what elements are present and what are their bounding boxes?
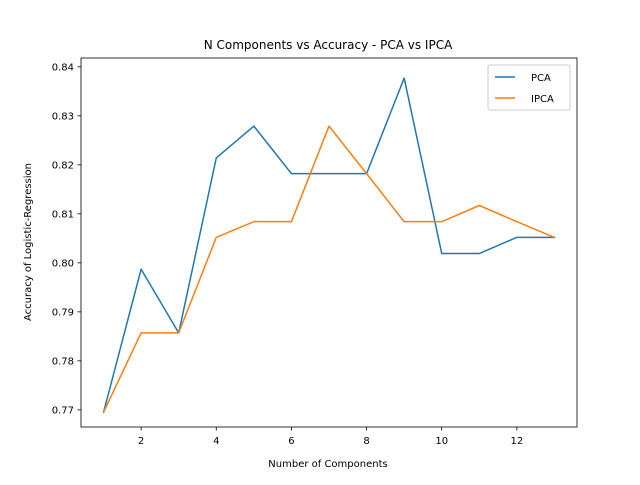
axes-frame — [80, 57, 578, 428]
y-tick-label: 0.83 — [52, 111, 74, 122]
y-tick-label: 0.80 — [52, 258, 74, 269]
y-tick-label: 0.84 — [52, 62, 74, 73]
x-tick-label: 10 — [435, 436, 448, 447]
y-axis-label: Accuracy of Logistic-Regression — [23, 163, 34, 321]
y-tick-label: 0.79 — [52, 307, 74, 318]
legend-label-pca: PCA — [531, 73, 551, 84]
x-tick-label: 2 — [138, 436, 144, 447]
x-tick-label: 12 — [511, 436, 524, 447]
x-tick-label: 4 — [213, 436, 219, 447]
legend: PCA IPCA — [487, 64, 571, 111]
legend-label-ipca: IPCA — [531, 94, 554, 105]
legend-box — [487, 64, 571, 111]
x-axis-label: Number of Components — [268, 459, 387, 470]
x-tick-label: 8 — [363, 436, 369, 447]
y-tick-label: 0.81 — [52, 209, 74, 220]
x-tick-label: 6 — [288, 436, 294, 447]
y-tick-label: 0.82 — [52, 160, 74, 171]
series-line-ipca — [102, 125, 556, 414]
y-tick-label: 0.77 — [52, 405, 74, 416]
chart-title: N Components vs Accuracy - PCA vs IPCA — [204, 38, 453, 52]
y-tick-label: 0.78 — [52, 356, 74, 367]
plot-area: 2 4 6 8 10 12 0.77 0.78 0.79 0.80 0.81 0.82 0.83 0.84 — [52, 57, 578, 447]
